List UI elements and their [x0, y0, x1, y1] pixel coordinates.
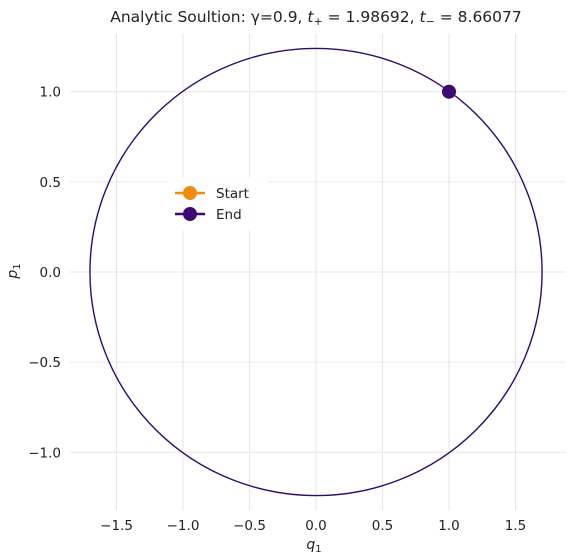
x-tick-label: 0.5	[372, 518, 393, 534]
trajectory-line	[89, 47, 543, 497]
x-tick-label: −1.0	[167, 518, 200, 534]
legend-label-start: Start	[216, 186, 249, 202]
chart-title: Analytic Soultion: γ=0.9, t+ = 1.98692, …	[110, 8, 522, 28]
legend-label-end: End	[216, 207, 242, 223]
x-tick-label: 1.0	[438, 518, 459, 534]
y-tick-label: −1.0	[28, 445, 61, 461]
y-tick-label: −0.5	[28, 355, 61, 371]
y-tick-label: 0.5	[40, 175, 61, 191]
x-tick-labels: −1.5 −1.0 −0.5 0.0 0.5 1.0 1.5	[100, 518, 526, 534]
end-point-marker	[441, 84, 456, 99]
x-axis-label: q1	[306, 537, 321, 555]
x-tick-label: −1.5	[100, 518, 133, 534]
y-tick-labels: −1.0 −0.5 0.0 0.5 1.0	[28, 85, 61, 462]
legend-background	[168, 178, 268, 230]
y-axis-label: p1	[5, 263, 23, 279]
grid-layer	[70, 34, 566, 510]
x-tick-label: 0.0	[305, 518, 326, 534]
x-tick-label: 1.5	[505, 518, 526, 534]
y-tick-label: 1.0	[40, 85, 61, 101]
y-tick-label: 0.0	[40, 265, 61, 281]
legend: Start End	[168, 178, 268, 230]
series-layer	[89, 47, 543, 497]
marker-layer	[441, 84, 456, 99]
x-tick-label: −0.5	[233, 518, 266, 534]
legend-marker-start	[183, 186, 197, 200]
legend-marker-end	[183, 207, 197, 221]
